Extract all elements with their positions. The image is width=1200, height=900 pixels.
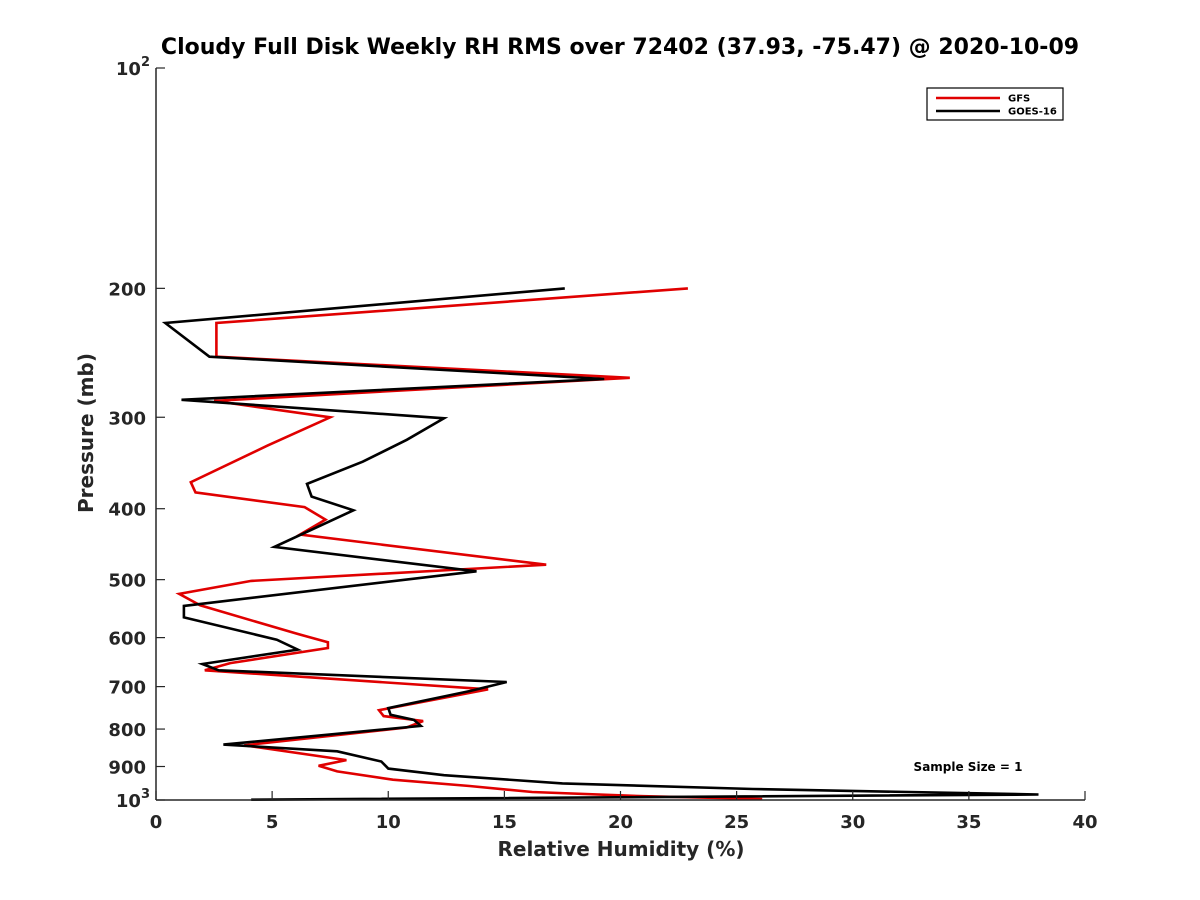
y-tick-label: 103 xyxy=(116,787,150,812)
legend: GFS GOES-16 xyxy=(926,87,1064,121)
x-tick-label: 10 xyxy=(376,812,401,833)
y-tick-label: 700 xyxy=(108,678,146,699)
x-tick-label: 25 xyxy=(724,812,749,833)
sample-size-annotation: Sample Size = 1 xyxy=(914,760,1023,774)
x-tick-label: 20 xyxy=(608,812,633,833)
x-tick-label: 15 xyxy=(492,812,517,833)
y-tick-label: 400 xyxy=(108,500,146,521)
series-group xyxy=(161,287,1039,801)
x-tick-label: 5 xyxy=(266,812,279,833)
series-line-gfs xyxy=(175,287,763,801)
y-tick-label: 300 xyxy=(108,408,146,429)
legend-box xyxy=(926,87,1064,121)
series-line-goes16 xyxy=(161,287,1039,801)
x-tick-label: 40 xyxy=(1072,812,1097,833)
y-tick-label: 600 xyxy=(108,629,146,650)
y-tick-label: 800 xyxy=(108,720,146,741)
y-tick-label: 900 xyxy=(108,758,146,779)
y-axis-label: Pressure (mb) xyxy=(74,353,98,513)
ticks: 0 5 10 15 20 25 30 35 40 102 200 300 400 500 600 700 800… xyxy=(108,55,1097,833)
legend-label-goes16: GOES-16 xyxy=(1008,107,1057,118)
x-axis-label: Relative Humidity (%) xyxy=(497,837,744,861)
y-tick-label: 500 xyxy=(108,571,146,592)
x-tick-label: 30 xyxy=(840,812,865,833)
legend-label-gfs: GFS xyxy=(1008,94,1030,105)
x-tick-label: 0 xyxy=(150,812,163,833)
chart-title: Cloudy Full Disk Weekly RH RMS over 7240… xyxy=(161,35,1079,60)
y-tick-label: 200 xyxy=(108,279,146,300)
x-tick-label: 35 xyxy=(956,812,981,833)
y-tick-label: 102 xyxy=(116,55,150,80)
